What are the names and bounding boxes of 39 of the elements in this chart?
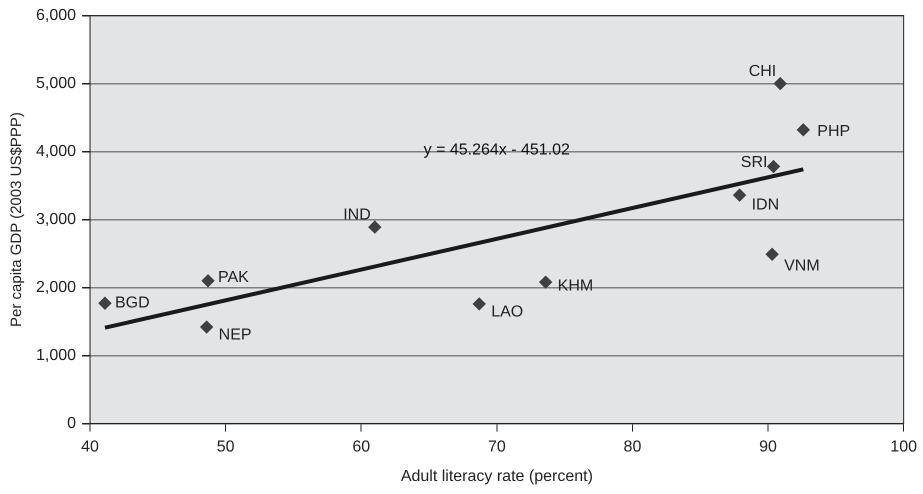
- y-tick-label: 2,000: [36, 279, 76, 296]
- x-axis-title: Adult literacy rate (percent): [400, 468, 593, 485]
- series-label: PHP: [817, 123, 850, 140]
- x-tick-label: 90: [759, 438, 778, 456]
- x-tick-label: 40: [81, 438, 100, 456]
- y-tick-label: 4,000: [36, 143, 76, 160]
- x-tick-label: 100: [890, 438, 918, 456]
- point: [472, 297, 486, 310]
- point: [368, 220, 382, 234]
- series-label: KHM: [558, 278, 594, 295]
- point: [202, 274, 215, 288]
- annotation: y = 45.264x - 451.02: [424, 142, 570, 159]
- x-tick-label: 80: [624, 438, 642, 456]
- point: [733, 188, 746, 202]
- x-tick-label: 60: [352, 438, 370, 456]
- x-tick-label: 50: [216, 438, 235, 456]
- series-label: IDN: [752, 196, 780, 214]
- point: [98, 296, 112, 310]
- y-axis-title: Per capita GDP (2003 US$PPP): [8, 112, 26, 328]
- point: [766, 248, 779, 261]
- y-tick-label: 5,000: [36, 75, 76, 92]
- series-label: BGD: [114, 294, 150, 312]
- point: [539, 276, 552, 289]
- series-label: SRI: [740, 154, 768, 171]
- series-label: LAO: [491, 303, 524, 320]
- y-tick-label: 1,000: [36, 347, 76, 364]
- series-label: NEP: [218, 326, 252, 344]
- point: [200, 320, 214, 334]
- y-tick-label: 6,000: [36, 7, 76, 24]
- series-label: IND: [343, 206, 371, 224]
- y-tick-label: 0: [67, 415, 76, 432]
- y-tick-label: 3,000: [36, 211, 76, 228]
- point: [774, 77, 787, 90]
- series-label: VNM: [784, 258, 820, 275]
- x-tick-label: 70: [488, 438, 506, 456]
- point: [796, 123, 810, 136]
- series-label: CHI: [748, 63, 776, 80]
- point: [766, 160, 780, 174]
- series-label: PAK: [218, 269, 250, 286]
